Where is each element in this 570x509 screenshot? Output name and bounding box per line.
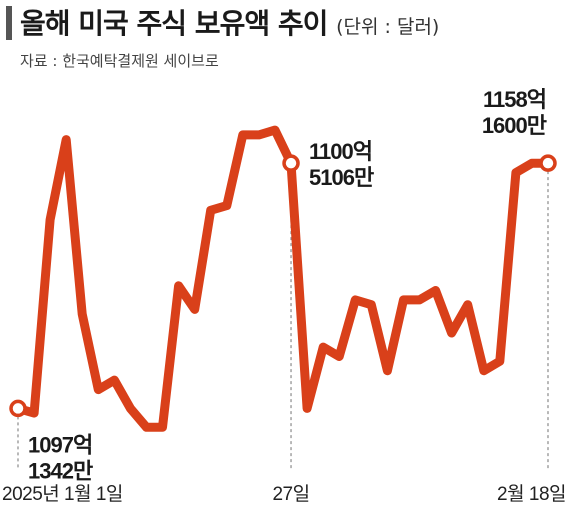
source-label: 자료 : 한국예탁결제원 세이브로 (20, 52, 219, 70)
data-point-marker-2 (539, 154, 557, 172)
annotation-line2-0: 1342만 (28, 458, 93, 483)
x-tick-label-1: 27일 (272, 483, 309, 505)
data-point-marker-0 (9, 399, 27, 418)
annotation-line1-0: 1097억 (28, 432, 92, 457)
title-accent-bar (6, 6, 12, 40)
data-point-marker-1 (282, 154, 300, 172)
series-line (13, 125, 553, 432)
annotation-line1-1: 1100억 (309, 139, 372, 164)
chart-title: 올해 미국 주식 보유액 추이 (단위 : 달러) (20, 2, 439, 42)
chart-title-text: 올해 미국 주식 보유액 추이 (20, 7, 328, 40)
annotation-line1-2: 1158억 (483, 87, 546, 112)
annotation-line2-1: 5106만 (309, 165, 374, 190)
x-axis-ticks: 2025년 1월 1일 27일 2월 18일 (2, 483, 567, 505)
annotation-line2-2: 1600만 (482, 113, 547, 138)
unit-label: (단위 : 달러) (336, 16, 440, 38)
end-markers (9, 154, 557, 418)
x-tick-label-0: 2025년 1월 1일 (2, 483, 123, 505)
x-tick-label-2: 2월 18일 (497, 483, 566, 505)
